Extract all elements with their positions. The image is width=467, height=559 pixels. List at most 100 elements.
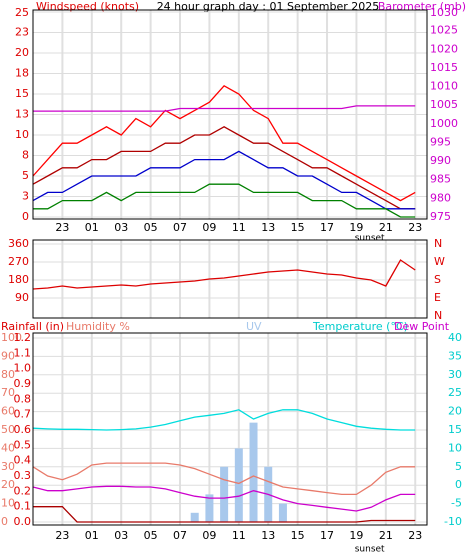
humidity-label: Humidity % xyxy=(66,320,130,333)
uv-bar xyxy=(234,448,243,522)
x-tick-label: 07 xyxy=(173,221,187,234)
y-tick-label: 100 xyxy=(1,331,22,344)
y2-tick-label: 980 xyxy=(430,191,451,204)
y2-tick-label: 1015 xyxy=(430,61,458,74)
x-tick-label: 03 xyxy=(114,529,128,542)
rain-label: Rainfall (in) xyxy=(1,320,64,333)
y2-tick-label: -5 xyxy=(451,497,462,510)
y2-tick-label: 995 xyxy=(430,135,451,148)
y3-tick-label: 1.1 xyxy=(14,346,32,359)
uv-bar xyxy=(190,512,199,522)
x-tick-label: 03 xyxy=(114,221,128,234)
y-tick-label: 360 xyxy=(8,237,29,250)
y-tick-label: 0 xyxy=(1,515,8,528)
y-tick-label: 13 xyxy=(15,108,29,121)
y2-tick-label: 1030 xyxy=(430,6,458,19)
y-tick-label: 25 xyxy=(15,6,29,19)
y2-tick-label: 30 xyxy=(448,368,462,381)
x-tick-label: 01 xyxy=(85,529,99,542)
y2-tick-label: 10 xyxy=(448,441,462,454)
uv-bar xyxy=(220,466,229,522)
y-tick-label: 10 xyxy=(1,497,15,510)
y3-tick-label: 0.9 xyxy=(14,377,32,390)
x-tick-label: 09 xyxy=(202,529,216,542)
sunset-label: sunset xyxy=(355,234,385,244)
y-tick-label: 8 xyxy=(22,149,29,162)
series-line xyxy=(32,84,416,202)
x-tick-label: 19 xyxy=(349,221,363,234)
x-tick-label: 13 xyxy=(261,221,275,234)
x-tick-label: 01 xyxy=(85,221,99,234)
x-tick-label: 21 xyxy=(379,221,393,234)
y-tick-label: 30 xyxy=(1,460,15,473)
series-line xyxy=(33,105,416,112)
x-tick-label: 17 xyxy=(320,221,334,234)
plot-frame xyxy=(32,239,428,319)
y2-tick-label: W xyxy=(434,255,445,268)
y-tick-label: 10 xyxy=(15,128,29,141)
y-tick-label: 23 xyxy=(15,26,29,39)
y2-tick-label: N xyxy=(434,309,442,322)
series-line xyxy=(32,150,416,210)
x-tick-label: 21 xyxy=(379,529,393,542)
y3-tick-label: 0.8 xyxy=(14,392,32,405)
uv-bar xyxy=(249,422,258,522)
x-tick-label: 09 xyxy=(202,221,216,234)
y2-tick-label: 25 xyxy=(448,386,462,399)
y3-tick-label: 0.7 xyxy=(14,408,32,421)
y2-tick-label: 35 xyxy=(448,349,462,362)
y-tick-label: 90 xyxy=(15,291,29,304)
y3-tick-label: 0.6 xyxy=(14,423,32,436)
temperature-label: Temperature (°C) xyxy=(312,320,408,333)
y3-tick-label: 0.3 xyxy=(14,469,32,482)
x-tick-label: 19 xyxy=(349,529,363,542)
y3-tick-label: 0.0 xyxy=(14,515,32,528)
y3-tick-label: 0.2 xyxy=(14,484,32,497)
y2-tick-label: 1020 xyxy=(430,42,458,55)
series-line xyxy=(33,506,416,523)
y3-tick-label: 0.5 xyxy=(14,438,32,451)
x-tick-label: 05 xyxy=(144,529,158,542)
plot-frame xyxy=(32,332,428,526)
x-tick-label: 23 xyxy=(408,221,422,234)
y2-tick-label: N xyxy=(434,237,442,250)
x-tick-label: 17 xyxy=(320,529,334,542)
x-tick-label: 11 xyxy=(232,529,246,542)
y2-tick-label: -10 xyxy=(444,515,462,528)
y-tick-label: 20 xyxy=(1,478,15,491)
y3-tick-label: 1.2 xyxy=(14,331,32,344)
y2-tick-label: 985 xyxy=(430,173,451,186)
y-tick-label: 20 xyxy=(15,46,29,59)
y3-tick-label: 0.1 xyxy=(14,500,32,513)
uv-bar xyxy=(205,494,214,522)
y2-tick-label: 20 xyxy=(448,405,462,418)
y2-tick-label: 1000 xyxy=(430,117,458,130)
y-tick-label: 70 xyxy=(1,386,15,399)
y-tick-label: 15 xyxy=(15,87,29,100)
y2-tick-label: 40 xyxy=(448,331,462,344)
y2-tick-label: 0 xyxy=(455,478,462,491)
y-tick-label: 60 xyxy=(1,405,15,418)
y-tick-label: 90 xyxy=(1,349,15,362)
y-tick-label: 40 xyxy=(1,441,15,454)
y2-tick-label: 15 xyxy=(448,423,462,436)
y2-tick-label: 1025 xyxy=(430,24,458,37)
uv-bar xyxy=(278,503,287,522)
x-tick-label: 23 xyxy=(408,529,422,542)
y-tick-label: 3 xyxy=(22,190,29,203)
y-tick-label: 18 xyxy=(15,67,29,80)
x-tick-label: 05 xyxy=(144,221,158,234)
y2-tick-label: 1010 xyxy=(430,80,458,93)
y2-tick-label: 990 xyxy=(430,154,451,167)
uv-label: UV xyxy=(246,320,262,333)
y-tick-label: 50 xyxy=(1,423,15,436)
y-tick-label: 180 xyxy=(8,273,29,286)
series-line xyxy=(33,183,416,218)
y2-tick-label: E xyxy=(434,291,441,304)
y2-tick-label: 1005 xyxy=(430,98,458,111)
series-line xyxy=(32,485,416,512)
x-tick-label: 23 xyxy=(55,529,69,542)
series-line xyxy=(32,409,416,431)
y2-tick-label: 975 xyxy=(430,210,451,223)
